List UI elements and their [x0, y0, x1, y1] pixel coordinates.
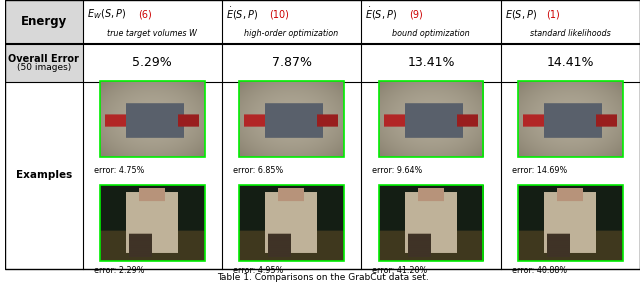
Bar: [5, 82, 640, 269]
Text: $E(S,P)$: $E(S,P)$: [504, 7, 536, 21]
Text: error: 14.69%: error: 14.69%: [512, 166, 567, 175]
Text: Overall Error: Overall Error: [8, 54, 79, 64]
Bar: [5, 0, 83, 44]
Text: $E_W(S,P)$: $E_W(S,P)$: [86, 7, 125, 21]
Text: error: 4.95%: error: 4.95%: [233, 265, 284, 275]
Text: high-order optimization: high-order optimization: [244, 28, 339, 38]
Text: bound optimization: bound optimization: [392, 28, 470, 38]
Bar: [239, 185, 344, 261]
Text: (10): (10): [269, 9, 289, 19]
Bar: [100, 185, 205, 261]
Text: 7.87%: 7.87%: [271, 57, 312, 69]
Bar: [379, 185, 483, 261]
Text: Examples: Examples: [16, 170, 72, 181]
Text: error: 9.64%: error: 9.64%: [372, 166, 422, 175]
Text: 13.41%: 13.41%: [407, 57, 454, 69]
Text: (9): (9): [409, 9, 422, 19]
Text: error: 2.29%: error: 2.29%: [93, 265, 144, 275]
Bar: [100, 81, 205, 157]
Bar: [83, 44, 640, 82]
Text: error: 41.20%: error: 41.20%: [372, 265, 428, 275]
Text: 14.41%: 14.41%: [547, 57, 594, 69]
Bar: [379, 81, 483, 157]
Text: (1): (1): [547, 9, 560, 19]
Text: $\dot{E}(S,P)$: $\dot{E}(S,P)$: [226, 6, 258, 22]
Bar: [518, 185, 623, 261]
Text: (6): (6): [138, 9, 152, 19]
Text: Table 1. Comparisons on the GrabCut data set.: Table 1. Comparisons on the GrabCut data…: [217, 273, 429, 282]
Text: 5.29%: 5.29%: [132, 57, 172, 69]
Bar: [518, 81, 623, 157]
Bar: [83, 0, 640, 44]
Text: Energy: Energy: [20, 15, 67, 28]
Text: standard likelihoods: standard likelihoods: [530, 28, 611, 38]
Bar: [239, 81, 344, 157]
Text: error: 6.85%: error: 6.85%: [233, 166, 284, 175]
Text: (50 images): (50 images): [17, 63, 71, 73]
Text: true target volumes W: true target volumes W: [108, 28, 197, 38]
Text: error: 4.75%: error: 4.75%: [93, 166, 144, 175]
Text: error: 40.88%: error: 40.88%: [512, 265, 567, 275]
Bar: [5, 44, 83, 82]
Text: $\dot{E}(S,P)$: $\dot{E}(S,P)$: [365, 6, 397, 22]
